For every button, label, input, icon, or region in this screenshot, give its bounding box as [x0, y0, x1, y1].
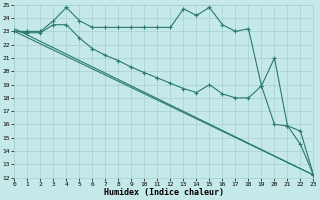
X-axis label: Humidex (Indice chaleur): Humidex (Indice chaleur)	[104, 188, 224, 197]
